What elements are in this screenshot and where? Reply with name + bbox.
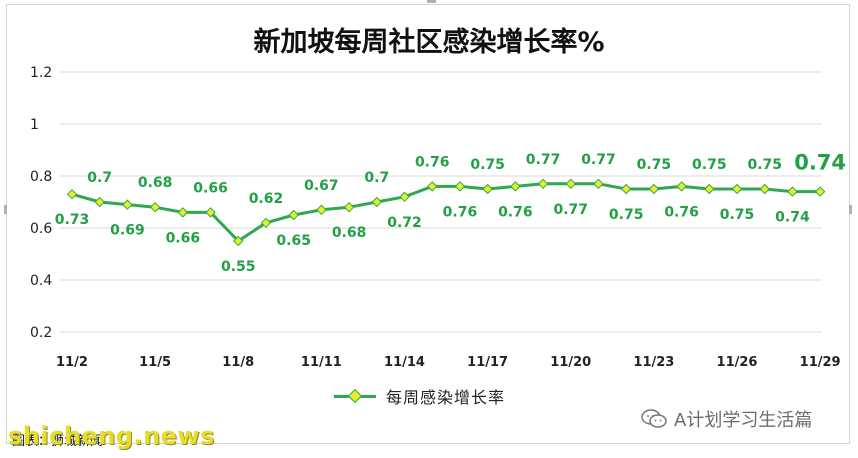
data-point	[177, 207, 189, 218]
data-point	[205, 207, 216, 218]
data-label: 0.62	[249, 191, 284, 207]
x-tick-label: 11/2	[56, 355, 88, 370]
y-tick-label: 0.2	[30, 325, 52, 341]
legend-swatch	[334, 388, 376, 404]
data-point	[260, 217, 272, 229]
data-label: 0.76	[664, 204, 699, 220]
legend-label: 每周感染增长率	[386, 388, 506, 407]
data-label: 0.73	[55, 212, 90, 228]
resize-handle-right[interactable]	[849, 205, 852, 214]
site-watermark: shicheng.news	[8, 422, 215, 450]
x-tick-label: 11/29	[800, 355, 841, 370]
x-tick-label: 11/5	[139, 355, 171, 370]
data-label: 0.75	[747, 157, 782, 173]
y-tick-label: 0.4	[30, 273, 52, 289]
x-tick-label: 11/8	[222, 355, 254, 370]
data-point	[66, 188, 78, 200]
data-point	[399, 191, 410, 203]
data-point	[510, 181, 521, 192]
data-point	[704, 183, 715, 195]
data-label: 0.7	[87, 170, 112, 186]
data-label: 0.68	[138, 175, 173, 191]
data-point	[620, 183, 632, 195]
data-label: 0.66	[166, 230, 201, 246]
data-point	[149, 201, 161, 213]
resize-handle-left[interactable]	[4, 205, 7, 214]
data-label: 0.74	[775, 210, 810, 226]
x-tick-label: 11/14	[384, 355, 425, 370]
x-tick-label: 11/23	[633, 355, 674, 370]
data-point	[94, 196, 105, 208]
data-label: 0.77	[526, 152, 561, 168]
data-label: 0.77	[553, 202, 588, 218]
data-label: 0.68	[332, 225, 367, 241]
data-point	[814, 186, 826, 197]
data-label: 0.74	[794, 151, 846, 175]
data-label: 0.77	[581, 152, 616, 168]
wechat-watermark-text: A计划学习生活篇	[674, 410, 813, 431]
data-label: 0.69	[110, 223, 145, 239]
data-label: 0.75	[470, 157, 505, 173]
data-point	[288, 209, 299, 221]
data-label: 0.75	[637, 157, 672, 173]
wechat-icon	[641, 409, 667, 428]
y-tick-label: 0.8	[30, 169, 52, 185]
data-point	[316, 204, 327, 216]
source-note: 图表：狮城新闻	[12, 434, 104, 449]
data-point	[454, 181, 466, 192]
legend: 每周感染增长率	[334, 384, 505, 408]
data-label: 0.75	[720, 207, 755, 223]
x-tick-label: 11/17	[467, 355, 508, 370]
data-label: 0.76	[415, 154, 450, 170]
data-label: 0.55	[221, 259, 256, 275]
data-point	[648, 183, 660, 195]
data-point	[343, 201, 355, 213]
data-point	[482, 183, 493, 195]
chart-frame	[6, 4, 850, 444]
data-point	[565, 178, 576, 190]
data-label: 0.75	[609, 207, 644, 223]
data-label: 0.76	[443, 204, 478, 220]
data-point	[787, 186, 798, 197]
chart-title: 新加坡每周社区感染增长率%	[253, 27, 605, 58]
data-label: 0.76	[498, 204, 533, 220]
data-point	[122, 199, 133, 210]
data-label: 0.67	[304, 178, 339, 194]
data-label: 0.65	[276, 233, 311, 249]
data-point	[427, 181, 438, 192]
data-point	[731, 183, 743, 195]
data-point	[371, 196, 383, 208]
data-point	[233, 235, 244, 247]
data-label: 0.66	[193, 180, 228, 196]
data-point	[676, 181, 687, 192]
y-tick-label: 1.2	[30, 65, 52, 81]
y-tick-label: 1	[30, 117, 39, 133]
x-tick-label: 11/20	[550, 355, 591, 370]
wechat-watermark: A计划学习生活篇	[640, 406, 812, 432]
x-tick-label: 11/26	[717, 355, 758, 370]
data-point	[537, 178, 549, 190]
data-point	[759, 183, 770, 195]
series-line	[71, 182, 821, 243]
data-point	[593, 178, 604, 190]
data-label: 0.75	[692, 157, 727, 173]
resize-handle-top[interactable]	[427, 0, 436, 3]
x-tick-label: 11/11	[301, 355, 342, 370]
data-label: 0.72	[387, 215, 422, 231]
data-label: 0.7	[364, 170, 389, 186]
y-tick-label: 0.6	[30, 221, 52, 237]
